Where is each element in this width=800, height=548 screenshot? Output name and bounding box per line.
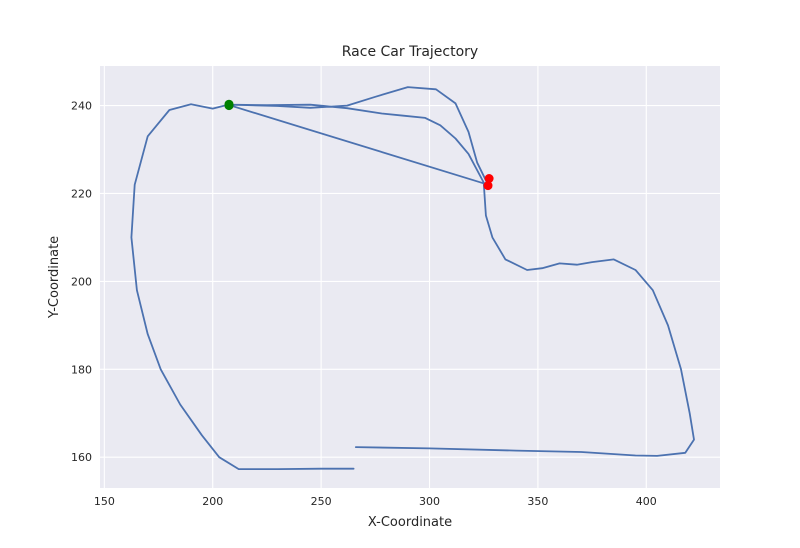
trajectory-line <box>130 86 695 471</box>
x-tick-label: 400 <box>636 495 657 508</box>
y-tick-label: 180 <box>71 363 92 376</box>
position-marker <box>224 101 234 111</box>
series-layer <box>130 86 695 471</box>
y-axis-label: Y-Coordinate <box>47 236 62 319</box>
x-tick-label: 150 <box>94 495 115 508</box>
x-axis-label: X-Coordinate <box>368 515 452 530</box>
x-tick-label: 200 <box>202 495 223 508</box>
marker-layer <box>224 99 494 191</box>
x-tick-labels: 150 200 250 300 350 400 <box>94 495 657 508</box>
plot-area <box>100 66 720 488</box>
x-tick-label: 300 <box>419 495 440 508</box>
y-tick-label: 200 <box>71 275 92 288</box>
y-tick-label: 240 <box>71 100 92 113</box>
x-tick-label: 350 <box>527 495 548 508</box>
position-marker <box>483 181 493 191</box>
position-marker <box>484 174 494 183</box>
y-tick-label: 220 <box>71 187 92 200</box>
chart-title: Race Car Trajectory <box>342 44 478 60</box>
grid <box>100 66 720 488</box>
y-tick-labels: 160 180 200 220 240 <box>71 100 92 465</box>
x-tick-label: 250 <box>311 495 332 508</box>
y-tick-label: 160 <box>71 451 92 464</box>
